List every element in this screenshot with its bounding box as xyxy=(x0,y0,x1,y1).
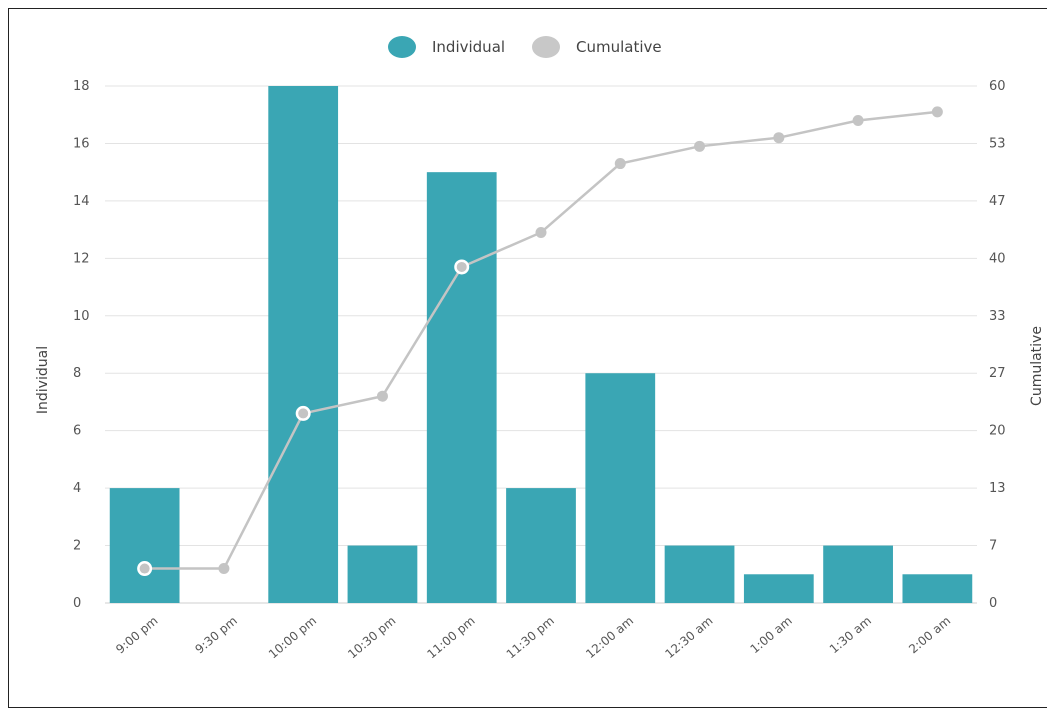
x-tick-label: 10:30 pm xyxy=(345,614,398,662)
legend-individual-label: Individual xyxy=(432,38,505,56)
right-axis-ticks: 0 7 13 20 27 33 40 47 53 60 xyxy=(989,79,1006,611)
legend-cumulative-label: Cumulative xyxy=(576,38,662,56)
right-tick-label: 53 xyxy=(989,136,1006,151)
bar xyxy=(347,545,418,603)
chart-area: 0 2 4 6 8 10 12 14 16 18 0 7 13 20 27 33 40 47 53 60 9:00 … xyxy=(35,36,1045,662)
line-point xyxy=(376,390,388,402)
bar xyxy=(743,574,814,603)
left-axis-ticks: 0 2 4 6 8 10 12 14 16 18 xyxy=(73,79,90,611)
legend-individual-swatch xyxy=(388,36,416,58)
left-tick-label: 4 xyxy=(73,481,81,496)
legend-cumulative-swatch xyxy=(532,36,560,58)
right-tick-label: 13 xyxy=(989,481,1006,496)
x-tick-label: 9:00 pm xyxy=(113,614,160,657)
x-tick-label: 9:30 pm xyxy=(192,614,239,657)
bar xyxy=(585,373,656,603)
right-tick-label: 7 xyxy=(989,539,997,554)
x-tick-label: 10:00 pm xyxy=(266,614,319,662)
right-axis-title: Cumulative xyxy=(1029,326,1045,406)
bar xyxy=(664,545,735,603)
right-tick-label: 20 xyxy=(989,424,1006,439)
line-series-cumulative xyxy=(137,106,943,577)
legend[interactable]: Individual Cumulative xyxy=(388,36,662,58)
x-tick-label: 1:00 am xyxy=(748,614,795,657)
line-point xyxy=(931,106,943,118)
right-tick-label: 33 xyxy=(989,309,1006,324)
left-tick-label: 14 xyxy=(73,194,90,209)
line-point xyxy=(298,408,309,419)
bar xyxy=(902,574,973,603)
line-point xyxy=(139,563,150,574)
right-tick-label: 0 xyxy=(989,596,997,611)
x-tick-label: 11:30 pm xyxy=(504,614,557,662)
line-point xyxy=(535,226,547,238)
right-tick-label: 47 xyxy=(989,194,1006,209)
right-tick-label: 40 xyxy=(989,251,1006,266)
bar xyxy=(268,86,339,603)
x-tick-label: 2:00 am xyxy=(906,614,953,657)
x-axis-ticks: 9:00 pm 9:30 pm 10:00 pm 10:30 pm 11:00 pm 11… xyxy=(113,614,953,662)
left-tick-label: 6 xyxy=(73,424,81,439)
line-point xyxy=(218,563,230,575)
bar xyxy=(109,488,180,603)
gridlines xyxy=(105,85,977,604)
line-point xyxy=(852,114,864,126)
right-tick-label: 60 xyxy=(989,79,1006,94)
bar xyxy=(426,172,497,603)
line-point xyxy=(773,132,785,144)
x-tick-label: 12:30 am xyxy=(662,614,715,662)
line-point xyxy=(456,261,467,272)
bar xyxy=(506,488,576,603)
bar-series-individual xyxy=(109,86,973,603)
left-tick-label: 2 xyxy=(73,539,81,554)
left-tick-label: 0 xyxy=(73,596,81,611)
x-tick-label: 12:00 am xyxy=(583,614,636,662)
line-point xyxy=(694,140,706,152)
bar xyxy=(823,545,893,603)
x-tick-label: 11:00 pm xyxy=(424,614,477,662)
right-tick-label: 27 xyxy=(989,366,1006,381)
x-tick-label: 1:30 am xyxy=(827,614,874,657)
left-axis-title: Individual xyxy=(35,346,51,414)
left-tick-label: 18 xyxy=(73,79,90,94)
left-tick-label: 16 xyxy=(73,136,90,151)
left-tick-label: 10 xyxy=(73,309,90,324)
left-tick-label: 12 xyxy=(73,251,90,266)
left-tick-label: 8 xyxy=(73,366,81,381)
line-point xyxy=(614,158,626,170)
